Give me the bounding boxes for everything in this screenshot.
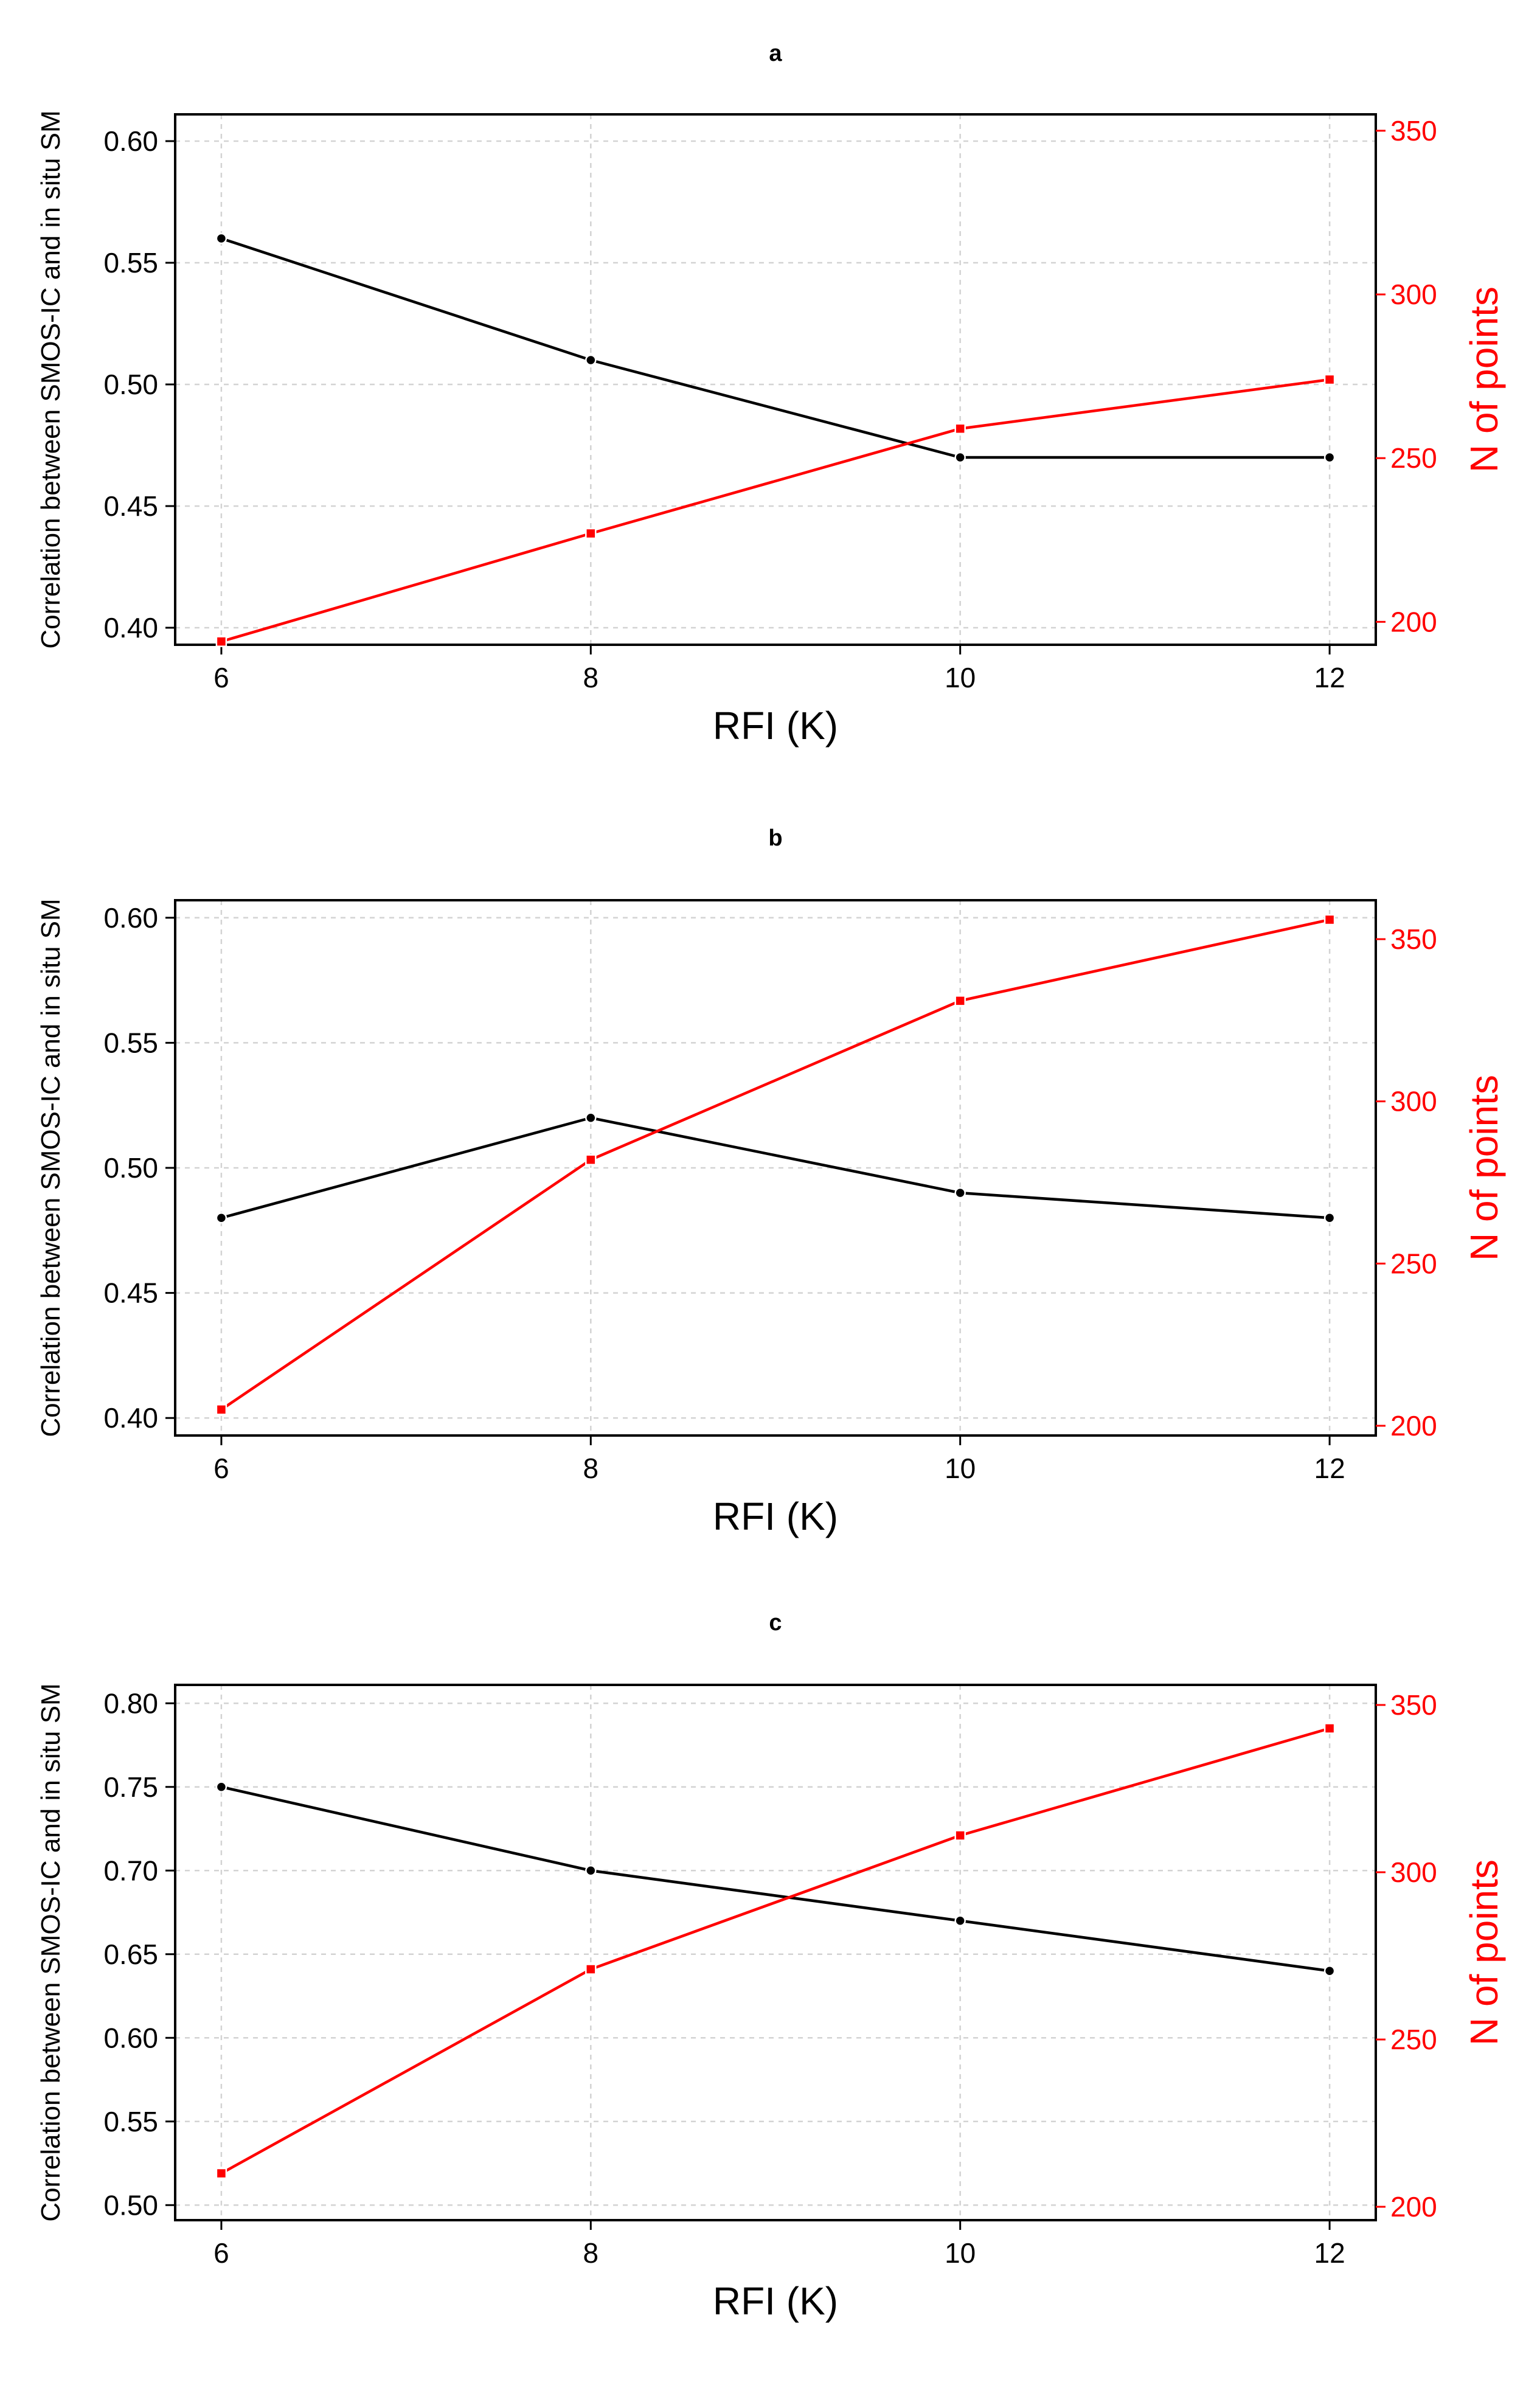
y-tick-label: 0.55 [103,1027,158,1058]
x-axis-title: RFI (K) [713,1495,838,1538]
n-points-point [1323,1723,1336,1734]
plot-frame [174,113,1377,646]
y2-tick-label: 200 [1390,2191,1437,2223]
y-tick-label: 0.75 [103,1771,158,1803]
y2-tick-label: 250 [1390,2024,1437,2055]
chart-panel-a: a 6 8 10 12 RFI (K) 0.40 0.45 0.50 0.55 0.60 Correl… [36,41,1506,748]
correlation-point [215,1212,227,1224]
y-axis-title: Correlation between SMOS-IC and in situ … [36,110,66,648]
x-tick-label: 6 [213,1453,229,1484]
correlation-point [954,1915,966,1926]
y-tick-label: 0.40 [103,612,158,644]
chart-panel-c: c 6 8 10 12 RFI (K) 0.50 0.55 0.60 0.65 0.70 0.75 0.… [36,1610,1506,2323]
series-line-correlation [221,237,1330,459]
plot-frame [174,1684,1377,2221]
n-points-point [1323,914,1336,926]
y-tick-label: 0.55 [103,247,158,279]
y-axis-title: Correlation between SMOS-IC and in situ … [36,1683,66,2221]
x-tick-label: 8 [583,1453,599,1484]
correlation-point [954,1187,966,1199]
y2-tick-label: 300 [1390,1856,1437,1888]
y-tick-label: 0.60 [103,902,158,934]
y2-tick-label: 350 [1390,923,1437,955]
y-tick-label: 0.60 [103,2022,158,2053]
series-line-correlation [221,1116,1330,1220]
y-tick-label: 0.55 [103,2106,158,2137]
x-tick-label: 12 [1314,1453,1345,1484]
x-tick-label: 8 [583,2237,599,2269]
correlation-point [585,354,597,366]
x-tick-label: 10 [945,662,976,693]
correlation-point [215,232,227,245]
correlation-point [585,1865,597,1876]
n-points-point [954,423,966,434]
y-tick-label: 0.50 [103,369,158,400]
chart-panel-b: b 6 8 10 12 RFI (K) 0.40 0.45 0.50 0.55 0.60 Correl… [36,825,1506,1538]
y2-tick-label: 200 [1390,606,1437,637]
y-tick-label: 0.60 [103,125,158,157]
n-points-point [1323,373,1336,386]
y2-tick-label: 250 [1390,1248,1437,1279]
x-tick-label: 12 [1314,662,1345,693]
series-line-n-points [221,378,1330,643]
x-tick-label: 12 [1314,2237,1345,2269]
x-tick-label: 10 [945,1453,976,1484]
panel-title: a [769,41,782,66]
x-axis-title: RFI (K) [713,704,838,748]
y2-axis-title: N of points [1462,1859,1506,2046]
n-points-point [215,1404,227,1415]
n-points-point [954,995,966,1007]
y-tick-label: 0.50 [103,2189,158,2221]
y2-tick-label: 300 [1390,279,1437,310]
y2-tick-label: 200 [1390,1410,1437,1442]
n-points-point [954,1830,966,1841]
n-points-point [585,1963,597,1975]
x-tick-label: 6 [213,2237,229,2269]
correlation-point [215,1781,227,1793]
panel-title: b [768,825,782,851]
y2-axis-title: N of points [1462,1075,1506,1261]
panel-title: c [769,1610,782,1636]
x-tick-label: 10 [945,2237,976,2269]
y2-tick-label: 250 [1390,442,1437,474]
y2-tick-label: 350 [1390,1689,1437,1721]
y-tick-label: 0.40 [103,1402,158,1434]
series-line-correlation [221,1785,1330,1973]
x-tick-label: 8 [583,662,599,693]
y2-axis-title: N of points [1462,286,1506,473]
y2-tick-label: 350 [1390,115,1437,147]
x-axis-title: RFI (K) [713,2279,838,2323]
correlation-point [1323,1212,1336,1224]
correlation-point [1323,451,1336,463]
y-tick-label: 0.70 [103,1855,158,1886]
y-tick-label: 0.50 [103,1152,158,1184]
n-points-point [215,2167,227,2179]
series-line-n-points [220,918,1330,1411]
y-axis-title: Correlation between SMOS-IC and in situ … [36,898,66,1437]
correlation-point [1323,1965,1336,1977]
n-points-point [585,1154,597,1165]
y2-tick-label: 300 [1390,1086,1437,1117]
x-tick-label: 6 [213,662,229,693]
y-tick-label: 0.65 [103,1939,158,1970]
y-tick-label: 0.45 [103,1277,158,1309]
y-tick-label: 0.80 [103,1687,158,1719]
correlation-point [954,451,966,463]
n-points-point [215,636,227,647]
n-points-point [585,527,597,540]
plot-frame [174,899,1377,1437]
y-tick-label: 0.45 [103,490,158,522]
series-line-n-points [220,1727,1330,2175]
correlation-point [585,1112,597,1124]
